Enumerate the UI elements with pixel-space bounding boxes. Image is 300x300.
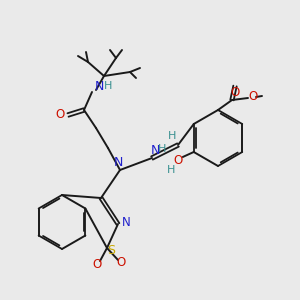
Text: H: H xyxy=(168,131,176,141)
Text: H: H xyxy=(158,144,166,154)
Text: O: O xyxy=(56,107,64,121)
Text: O: O xyxy=(230,85,240,98)
Text: S: S xyxy=(107,244,115,256)
Text: H: H xyxy=(104,81,112,91)
Text: N: N xyxy=(122,217,130,230)
Text: O: O xyxy=(248,89,258,103)
Text: N: N xyxy=(94,80,104,94)
Text: O: O xyxy=(173,154,182,166)
Text: N: N xyxy=(150,143,160,157)
Text: N: N xyxy=(113,157,123,169)
Text: H: H xyxy=(167,165,175,175)
Text: O: O xyxy=(116,256,126,269)
Text: O: O xyxy=(92,257,102,271)
